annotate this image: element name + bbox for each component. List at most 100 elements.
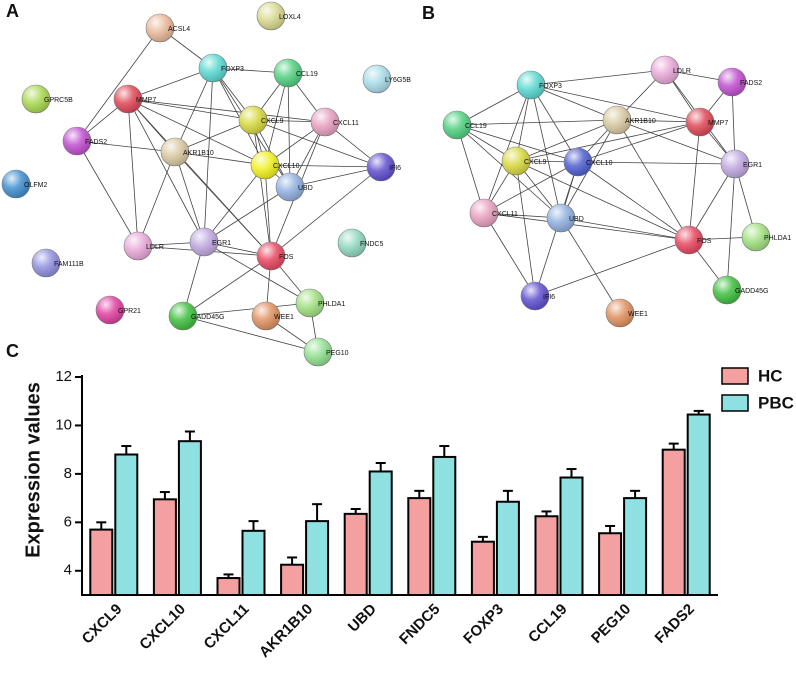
node-shine [564,148,592,176]
x-tick-label: CXCL9 [79,601,126,648]
node-label: EGR1 [212,240,231,247]
node-label: OLFM2 [24,182,47,189]
node-label: CXCL10 [586,160,613,167]
edge [127,98,266,166]
edge [264,72,289,166]
bar [534,515,559,596]
node-shine [239,106,267,134]
x-tick-label: AKR1B10 [256,601,316,661]
node-label: FADS2 [740,80,762,87]
edge [515,121,701,162]
bar [280,563,305,597]
edge [252,119,382,168]
node-shine [190,228,218,256]
node-label: UBD [569,216,584,223]
edge [688,121,701,241]
x-tick-label: PEG10 [588,601,634,647]
node-shine [651,56,679,84]
bar [470,540,495,597]
edge [616,119,736,165]
bar [559,476,584,596]
y-tick-label: 8 [64,465,72,482]
edge [560,217,690,241]
node-label: CCL19 [465,123,487,130]
node-shine [276,173,304,201]
node-label: GPRC5B [44,97,73,104]
edge [203,164,266,243]
bar [152,498,177,597]
edge [264,164,272,257]
edge [483,84,532,214]
node-label: FADS2 [85,139,107,146]
node-shine [252,302,280,330]
node-shine [721,150,749,178]
edge [456,119,618,126]
bar [241,529,266,596]
edge [456,124,485,214]
node-label: IFI6 [389,165,401,172]
edge [530,69,666,86]
node-label: PHLDA1 [764,235,791,242]
edge [127,98,254,121]
node-shine [22,85,50,113]
edge [127,98,326,123]
bar [89,528,114,596]
node-shine [311,108,339,136]
node-label: WEE1 [274,314,294,321]
bar [495,500,520,596]
node-label: PHLDA1 [318,301,345,308]
x-tick-label: CXCL10 [136,601,189,654]
node-label: FOXP3 [539,83,562,90]
node-shine [2,170,30,198]
bar [686,413,711,596]
node-shine [161,138,189,166]
edge [137,151,176,247]
node-shine [742,223,770,251]
edge [515,160,690,241]
edge [127,98,205,243]
y-tick-label: 4 [64,562,72,579]
bar [623,497,648,596]
node-label: LY6G5B [385,77,411,84]
bar [305,520,330,596]
x-tick-label: FNDC5 [396,601,443,648]
node-shine [521,282,549,310]
edge [530,84,618,121]
node-shine [517,71,545,99]
node-label: PEG10 [326,350,349,357]
node-shine [257,2,285,30]
panel-label: A [6,1,19,21]
node-shine [443,111,471,139]
node-shine [124,232,152,260]
node-shine [296,289,324,317]
node-label: GPR21 [118,308,141,315]
x-tick-label: FOXP3 [460,601,507,648]
bar [114,453,139,596]
edge [577,161,690,241]
edge [577,161,736,165]
bar [368,470,393,597]
node-label: FOS [697,238,712,245]
node-shine [686,108,714,136]
node-label: ACSL4 [168,26,190,33]
legend-label: PBC [758,393,794,412]
edge [127,98,139,247]
edge [212,67,266,166]
panel-label: C [6,341,19,361]
node-shine [338,229,366,257]
node-shine [63,127,91,155]
node-shine [251,151,279,179]
edge [76,27,161,142]
edge [515,160,536,297]
node-label: GADD45G [735,288,768,295]
node-shine [96,296,124,324]
node-label: CXCL10 [273,163,300,170]
edge [688,163,736,241]
node-label: UBD [298,185,313,192]
node-label: LDLR [146,244,164,251]
edge [483,161,579,214]
y-axis-label: Expression values [22,382,44,558]
node-label: AKR1B10 [625,118,656,125]
edge [174,151,272,257]
